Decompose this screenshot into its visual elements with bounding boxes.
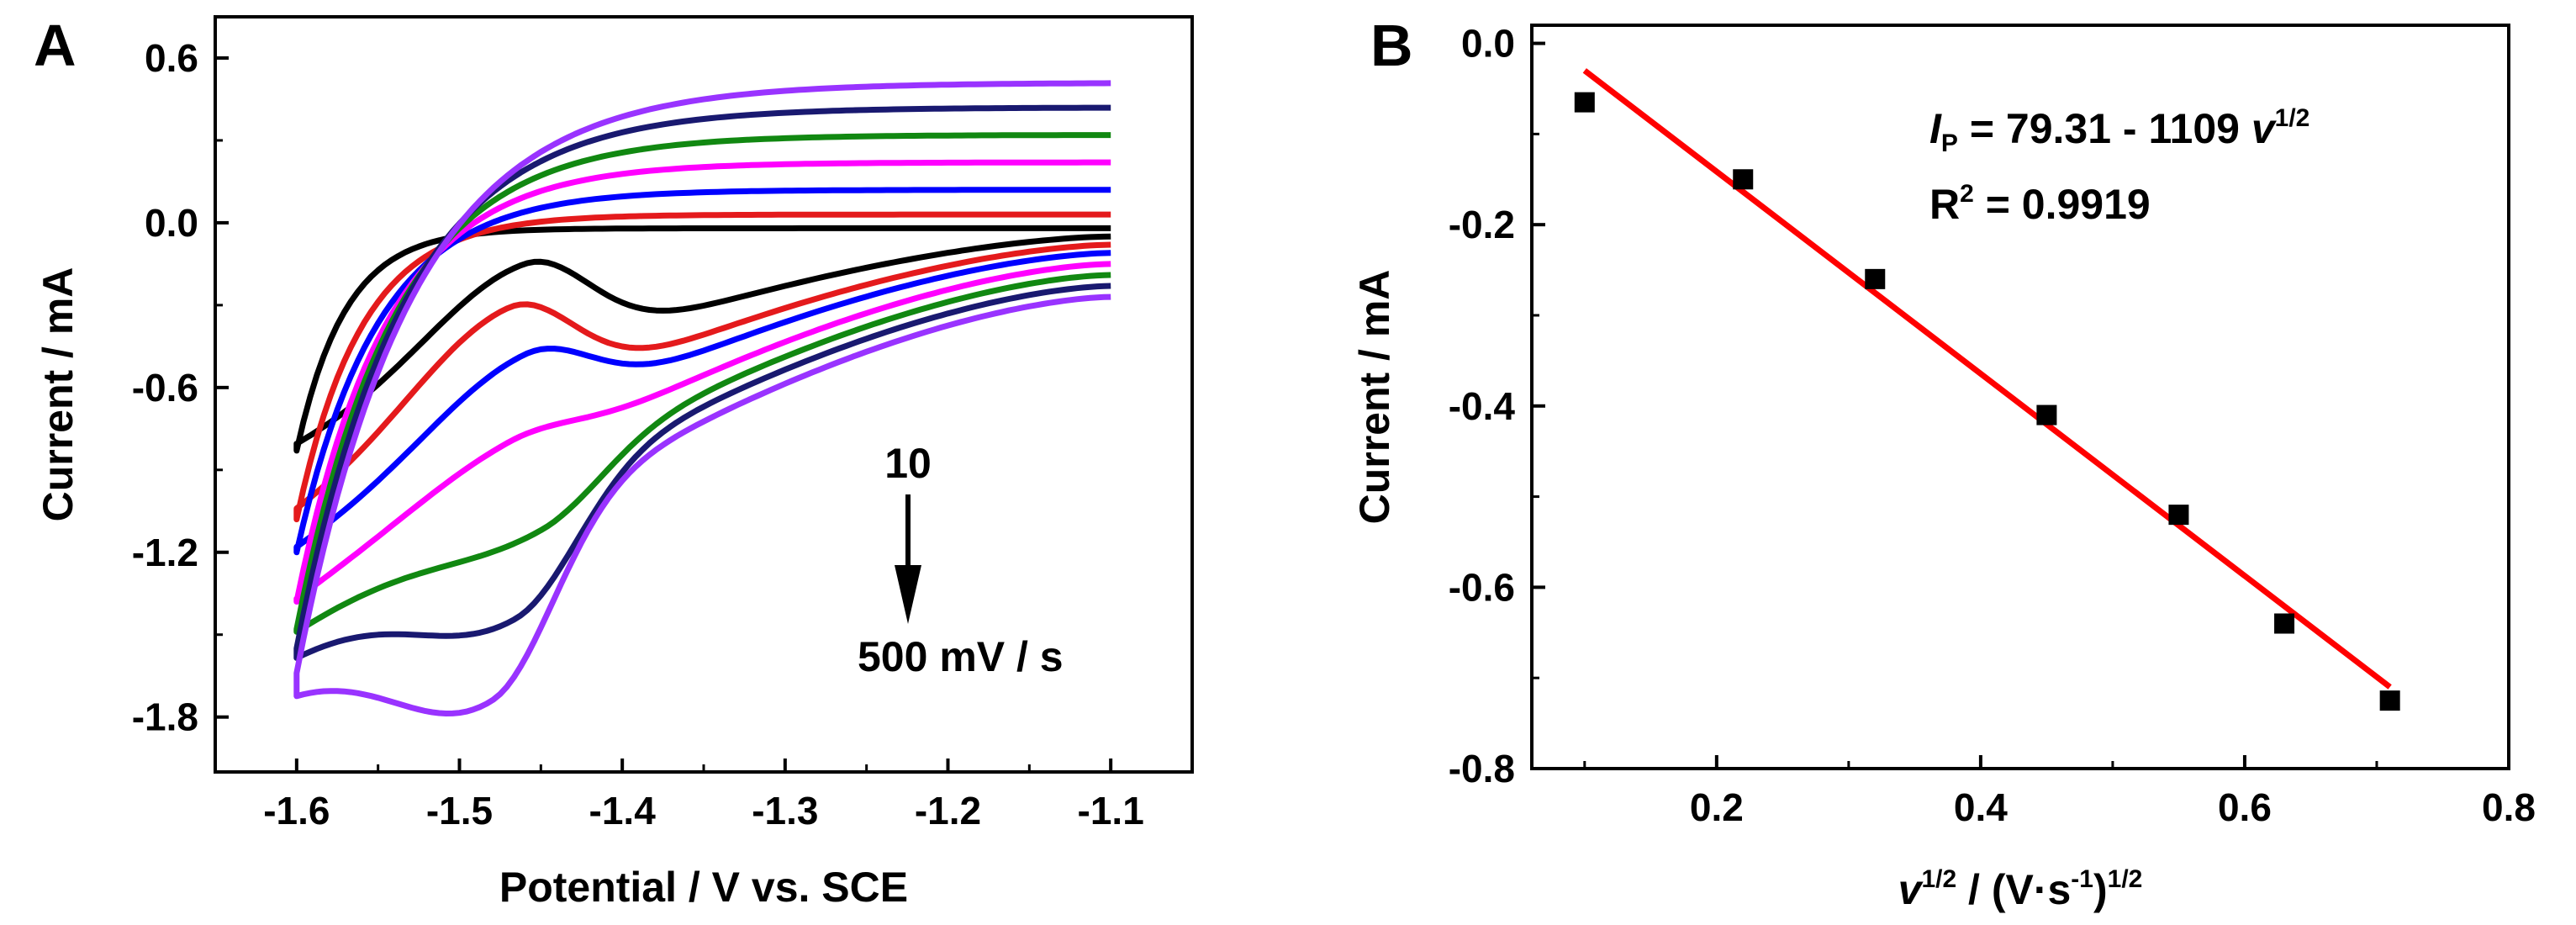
y-axis-title-a: Current / mA xyxy=(34,267,82,522)
eq-i: I xyxy=(1929,105,1942,152)
y-tick-label-a: 0.0 xyxy=(145,201,198,245)
cv-curve xyxy=(293,225,1111,454)
xl-end: ) xyxy=(2093,866,2108,913)
scan-rate-start-label: 10 xyxy=(884,440,932,487)
xl-mid: / (V·s xyxy=(1956,866,2071,913)
eq-sup: 1/2 xyxy=(2275,104,2310,132)
xl-sup1: 1/2 xyxy=(1921,865,1956,893)
panel-a-chart: -1.6 -1.5 -1.4 -1.3 -1.2 -1.1 0.60.0-0.6-1.2-… xyxy=(34,15,1194,911)
xl-sup3: 1/2 xyxy=(2108,865,2143,893)
y-tick-label-a: -1.8 xyxy=(132,695,198,739)
x-axis-a: -1.6 -1.5 -1.4 -1.3 -1.2 -1.1 xyxy=(263,758,1144,832)
cv-curve xyxy=(293,211,1111,523)
cv-curve xyxy=(293,104,1111,661)
xl-v: v xyxy=(1898,866,1924,913)
panel-b-chart: 0.2 0.4 0.6 0.8 0.0 -0.2 -0.4 -0.6 -0.8 IP = 79… xyxy=(1351,22,2536,913)
data-point xyxy=(2036,404,2057,426)
y-axis-title-b: Current / mA xyxy=(1351,270,1398,525)
data-point xyxy=(1865,268,1886,289)
plot-frame-b xyxy=(1530,24,2510,770)
y-tick-label-a: -1.2 xyxy=(132,531,198,574)
x-axis-title-b: v1/2 / (V·s-1)1/2 xyxy=(1898,865,2143,913)
data-point xyxy=(2168,505,2189,526)
cv-curve xyxy=(293,80,1111,716)
panel-label-a: A xyxy=(34,13,77,78)
x-axis-title-a: Potential / V vs. SCE xyxy=(499,864,908,911)
x-tick-label-b: 0.2 xyxy=(1690,785,1744,829)
y-tick-label-b: -0.6 xyxy=(1449,565,1515,609)
eq-mid: = 79.31 - 1109 xyxy=(1958,105,2251,152)
x-tick-label-b: 0.4 xyxy=(1954,785,2008,829)
cv-curve xyxy=(293,159,1111,605)
y-tick-label-b: -0.4 xyxy=(1449,384,1516,428)
fit-equation: IP = 79.31 - 1109 v1/2 xyxy=(1929,104,2309,157)
y-tick-label-a: 0.6 xyxy=(145,36,198,80)
cv-curve xyxy=(293,132,1111,635)
r2-r: R xyxy=(1929,181,1960,228)
fit-line xyxy=(1582,68,2392,690)
data-point xyxy=(2379,690,2400,711)
y-tick-label-b: -0.8 xyxy=(1449,747,1515,790)
eq-sub: P xyxy=(1941,130,1958,157)
x-tick-label-a: -1.6 xyxy=(263,789,330,832)
y-tick-label-b: -0.2 xyxy=(1449,203,1515,246)
data-point xyxy=(2274,613,2295,634)
y-tick-label-b: 0.0 xyxy=(1461,22,1515,66)
eq-v: v xyxy=(2251,105,2278,152)
data-points xyxy=(1574,92,2400,711)
panel-label-b: B xyxy=(1370,13,1413,78)
r2-value: = 0.9919 xyxy=(1974,181,2151,228)
arrow-down-icon xyxy=(895,565,921,624)
x-tick-label-a: -1.2 xyxy=(915,789,981,832)
data-point xyxy=(1733,169,1754,190)
y-axis-a: 0.6 0.0 -0.6 -1.2 -1.8 xyxy=(132,36,229,739)
cv-curves xyxy=(293,80,1111,716)
x-tick-label-a: -1.1 xyxy=(1078,789,1144,832)
scan-rate-end-label: 500 mV / s xyxy=(858,633,1064,680)
x-tick-label-a: -1.3 xyxy=(752,789,818,832)
x-tick-label-a: -1.4 xyxy=(589,789,657,832)
r2-sup: 2 xyxy=(1960,180,1974,208)
r-squared: R2 = 0.9919 xyxy=(1929,180,2151,228)
x-axis-b: 0.2 0.4 0.6 0.8 xyxy=(1583,755,2536,829)
x-tick-label-a: -1.5 xyxy=(426,789,493,832)
y-tick-label-a: -0.6 xyxy=(132,366,198,410)
x-tick-label-b: 0.6 xyxy=(2218,785,2272,829)
data-point xyxy=(1574,92,1595,113)
y-axis-b: 0.0 -0.2 -0.4 -0.6 -0.8 xyxy=(1449,22,1545,790)
x-tick-label-b: 0.8 xyxy=(2482,785,2536,829)
cv-curve xyxy=(293,187,1111,556)
xl-sup2: -1 xyxy=(2071,865,2093,893)
